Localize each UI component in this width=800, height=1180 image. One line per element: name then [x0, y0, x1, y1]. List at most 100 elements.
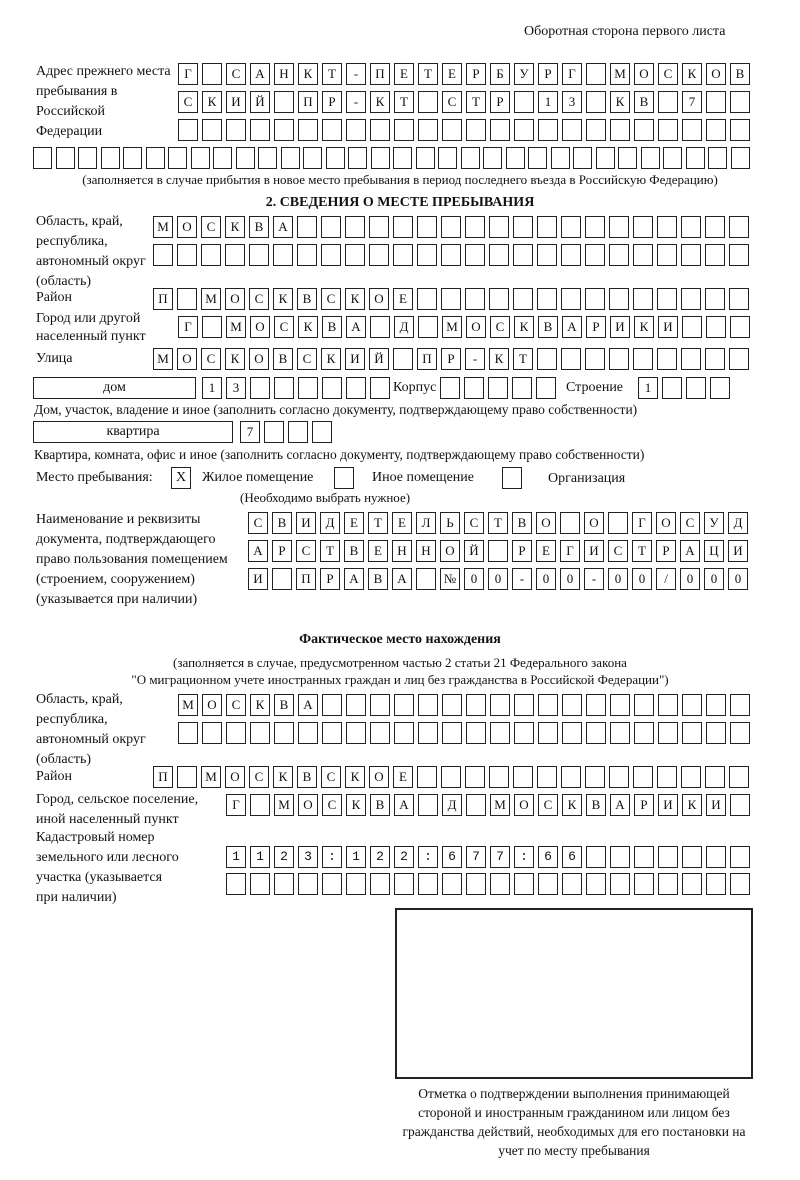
char-cell[interactable] [682, 694, 702, 716]
char-cell[interactable] [538, 694, 558, 716]
char-cell[interactable]: О [706, 63, 726, 85]
char-cell[interactable] [560, 512, 580, 534]
char-cell[interactable]: И [248, 568, 268, 590]
char-cell[interactable] [298, 873, 318, 895]
char-cell[interactable]: О [466, 316, 486, 338]
char-cell[interactable] [288, 421, 308, 443]
char-cell[interactable] [634, 873, 654, 895]
char-cell[interactable] [729, 288, 749, 310]
char-cell[interactable]: К [298, 316, 318, 338]
char-cell[interactable] [609, 766, 629, 788]
char-cell[interactable]: О [250, 316, 270, 338]
char-cell[interactable] [705, 288, 725, 310]
char-cell[interactable] [729, 348, 749, 370]
char-cell[interactable]: О [202, 694, 222, 716]
char-cell[interactable]: И [610, 316, 630, 338]
char-cell[interactable] [729, 216, 749, 238]
char-cell[interactable]: С [297, 348, 317, 370]
char-cell[interactable]: П [370, 63, 390, 85]
char-cell[interactable]: 0 [608, 568, 628, 590]
char-cell[interactable] [706, 316, 726, 338]
char-cell[interactable]: С [274, 316, 294, 338]
char-cell[interactable] [586, 873, 606, 895]
char-cell[interactable]: Т [368, 512, 388, 534]
char-cell[interactable]: В [512, 512, 532, 534]
char-cell[interactable] [370, 873, 390, 895]
char-cell[interactable]: Т [632, 540, 652, 562]
char-cell[interactable] [416, 568, 436, 590]
char-cell[interactable]: К [682, 794, 702, 816]
char-cell[interactable]: Д [394, 316, 414, 338]
apartment-number-row[interactable]: 7 [240, 421, 336, 443]
char-cell[interactable] [595, 147, 615, 169]
char-cell[interactable]: К [225, 348, 245, 370]
char-cell[interactable] [490, 119, 510, 141]
char-cell[interactable] [465, 244, 485, 266]
char-cell[interactable] [415, 147, 435, 169]
char-cell[interactable]: С [680, 512, 700, 534]
char-cell[interactable]: И [728, 540, 748, 562]
char-cell[interactable] [658, 119, 678, 141]
char-cell[interactable] [418, 694, 438, 716]
char-cell[interactable]: Р [634, 794, 654, 816]
char-cell[interactable] [369, 216, 389, 238]
char-cell[interactable]: В [297, 288, 317, 310]
char-cell[interactable]: Е [368, 540, 388, 562]
char-cell[interactable]: И [296, 512, 316, 534]
char-cell[interactable] [168, 147, 187, 169]
char-cell[interactable]: А [344, 568, 364, 590]
char-cell[interactable]: С [608, 540, 628, 562]
char-cell[interactable]: С [201, 348, 221, 370]
char-cell[interactable] [710, 377, 730, 399]
char-cell[interactable]: Г [178, 63, 198, 85]
char-cell[interactable]: С [490, 316, 510, 338]
char-cell[interactable] [441, 244, 461, 266]
char-cell[interactable]: Р [272, 540, 292, 562]
char-cell[interactable]: В [634, 91, 654, 113]
char-cell[interactable]: О [584, 512, 604, 534]
char-cell[interactable] [658, 694, 678, 716]
char-cell[interactable] [442, 694, 462, 716]
char-cell[interactable]: Н [416, 540, 436, 562]
char-cell[interactable]: Т [322, 63, 342, 85]
char-cell[interactable]: В [272, 512, 292, 534]
char-cell[interactable] [202, 316, 222, 338]
char-cell[interactable]: В [297, 766, 317, 788]
char-cell[interactable]: К [682, 63, 702, 85]
char-cell[interactable] [460, 147, 480, 169]
char-cell[interactable]: Р [320, 568, 340, 590]
char-cell[interactable]: Г [178, 316, 198, 338]
char-cell[interactable] [417, 244, 437, 266]
char-cell[interactable]: - [512, 568, 532, 590]
char-cell[interactable] [345, 244, 365, 266]
char-cell[interactable] [464, 377, 484, 399]
char-cell[interactable] [418, 722, 438, 744]
char-cell[interactable] [346, 119, 366, 141]
char-cell[interactable] [729, 766, 749, 788]
char-cell[interactable]: С [178, 91, 198, 113]
char-cell[interactable] [561, 288, 581, 310]
document-row-3[interactable]: И П Р А В А № 0 0-0 0-0 0/0 0 0 [248, 568, 752, 590]
char-cell[interactable]: А [250, 63, 270, 85]
char-cell[interactable] [346, 694, 366, 716]
char-cell[interactable] [274, 873, 294, 895]
char-cell[interactable] [514, 694, 534, 716]
char-cell[interactable] [538, 722, 558, 744]
char-cell[interactable] [418, 873, 438, 895]
char-cell[interactable]: Р [441, 348, 461, 370]
char-cell[interactable] [538, 119, 558, 141]
char-cell[interactable] [586, 63, 606, 85]
char-cell[interactable] [681, 766, 701, 788]
char-cell[interactable]: У [514, 63, 534, 85]
char-cell[interactable]: А [610, 794, 630, 816]
char-cell[interactable] [258, 147, 277, 169]
char-cell[interactable]: В [368, 568, 388, 590]
char-cell[interactable] [466, 722, 486, 744]
char-cell[interactable]: С [538, 794, 558, 816]
char-cell[interactable] [609, 244, 629, 266]
char-cell[interactable]: К [346, 794, 366, 816]
char-cell[interactable] [573, 147, 592, 169]
char-cell[interactable] [537, 288, 557, 310]
char-cell[interactable]: 0 [704, 568, 724, 590]
